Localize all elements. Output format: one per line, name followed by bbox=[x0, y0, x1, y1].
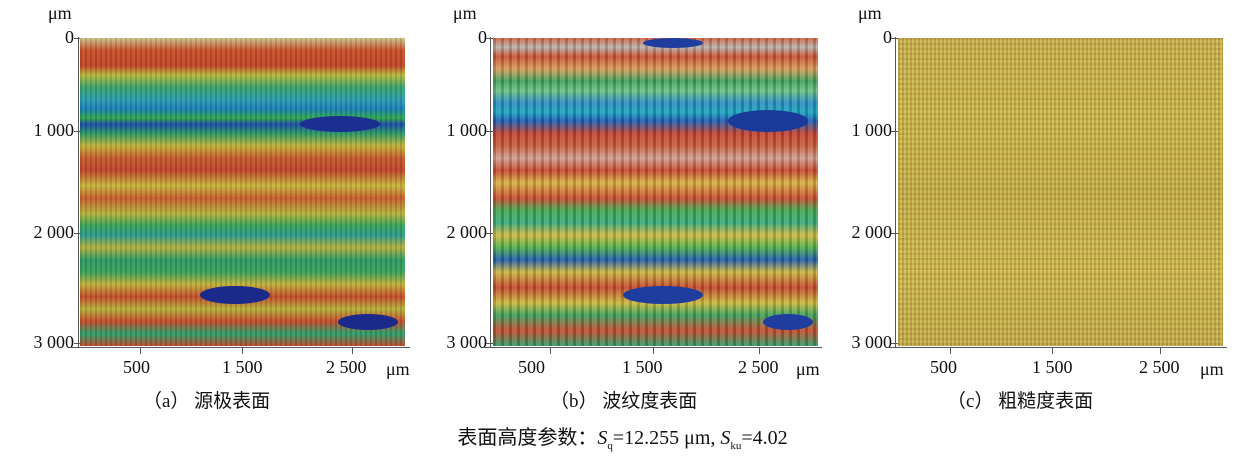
x-unit-label: μm bbox=[796, 359, 820, 379]
y-unit-label: μm bbox=[453, 3, 477, 23]
y-tick-label: 0 bbox=[883, 27, 892, 47]
x-tick-label: 1 500 bbox=[1032, 357, 1073, 377]
y-tick-label: 2 000 bbox=[33, 222, 75, 242]
x-tick-label: 500 bbox=[123, 357, 150, 377]
surface-topography-waviness bbox=[493, 38, 818, 346]
sq-value: =12.255 μm, bbox=[612, 427, 716, 449]
y-unit-label: μm bbox=[48, 3, 72, 23]
params-prefix: 表面高度参数： bbox=[457, 427, 598, 449]
x-unit-label: μm bbox=[386, 359, 410, 379]
panel-a: μm 0 1 000 2 000 3 000 500 1 500 2 500 μ… bbox=[0, 0, 410, 420]
y-tick-mark bbox=[74, 343, 81, 344]
x-tick-mark bbox=[242, 347, 243, 354]
x-tick-label: 500 bbox=[518, 357, 545, 377]
sq-symbol: S bbox=[597, 427, 608, 449]
y-tick-mark bbox=[74, 233, 81, 234]
low-region bbox=[728, 110, 808, 132]
y-tick-label: 3 000 bbox=[446, 332, 488, 352]
y-tick-mark bbox=[891, 343, 898, 344]
sku-value: =4.02 bbox=[741, 427, 788, 449]
y-tick-label: 2 000 bbox=[446, 222, 488, 242]
x-tick-label: 1 500 bbox=[222, 357, 263, 377]
y-axis bbox=[895, 37, 896, 347]
low-region bbox=[623, 286, 703, 304]
y-tick-label: 1 000 bbox=[33, 120, 75, 140]
sku-symbol: S bbox=[720, 427, 731, 449]
panel-c: μm 0 1 000 2 000 3 000 500 1 500 2 500 μ… bbox=[830, 0, 1240, 420]
surface-parameters: 表面高度参数：Sq=12.255 μm, Sku=4.02 bbox=[0, 421, 1245, 452]
x-tick-label: 500 bbox=[930, 357, 957, 377]
y-tick-mark bbox=[891, 131, 898, 132]
sq-subscript: q bbox=[607, 440, 613, 452]
x-unit-label: μm bbox=[1200, 359, 1224, 379]
y-tick-mark bbox=[74, 38, 81, 39]
caption-c: （c） 粗糙度表面 bbox=[947, 391, 1094, 412]
x-tick-label: 1 500 bbox=[622, 357, 663, 377]
x-tick-mark bbox=[653, 347, 654, 354]
y-axis bbox=[78, 37, 79, 347]
y-tick-mark bbox=[891, 233, 898, 234]
y-tick-label: 2 000 bbox=[851, 222, 893, 242]
x-tick-mark bbox=[140, 347, 141, 354]
low-region bbox=[643, 38, 703, 48]
x-axis bbox=[70, 347, 410, 348]
caption-b: （b） 波纹度表面 bbox=[550, 391, 698, 412]
x-tick-mark bbox=[352, 347, 353, 354]
caption-a: （a） 源极表面 bbox=[143, 391, 271, 412]
x-axis bbox=[482, 347, 822, 348]
x-tick-label: 2 500 bbox=[326, 357, 367, 377]
sku-subscript: ku bbox=[730, 440, 742, 452]
x-tick-mark bbox=[950, 347, 951, 354]
surface-topography-source bbox=[80, 38, 405, 346]
y-tick-label: 0 bbox=[478, 27, 487, 47]
low-region bbox=[200, 286, 270, 304]
y-tick-mark bbox=[74, 131, 81, 132]
y-tick-label: 0 bbox=[65, 27, 74, 47]
y-tick-mark bbox=[486, 38, 493, 39]
y-tick-mark bbox=[891, 38, 898, 39]
surface-topography-roughness bbox=[898, 38, 1223, 346]
y-tick-mark bbox=[486, 343, 493, 344]
y-tick-mark bbox=[486, 131, 493, 132]
low-region bbox=[300, 116, 380, 132]
y-tick-mark bbox=[486, 233, 493, 234]
y-tick-label: 1 000 bbox=[446, 120, 488, 140]
x-tick-mark bbox=[1160, 347, 1161, 354]
y-unit-label: μm bbox=[858, 3, 882, 23]
x-tick-label: 2 500 bbox=[738, 357, 779, 377]
x-tick-label: 2 500 bbox=[1139, 357, 1180, 377]
y-axis bbox=[490, 37, 491, 347]
low-region bbox=[763, 314, 813, 330]
x-tick-mark bbox=[550, 347, 551, 354]
low-region bbox=[338, 314, 398, 330]
y-tick-label: 3 000 bbox=[33, 332, 75, 352]
panel-b: μm 0 1 000 2 000 3 000 500 1 500 2 500 μ… bbox=[415, 0, 825, 420]
y-tick-label: 3 000 bbox=[851, 332, 893, 352]
x-tick-mark bbox=[1052, 347, 1053, 354]
x-tick-mark bbox=[759, 347, 760, 354]
y-tick-label: 1 000 bbox=[851, 120, 893, 140]
x-axis bbox=[887, 347, 1227, 348]
